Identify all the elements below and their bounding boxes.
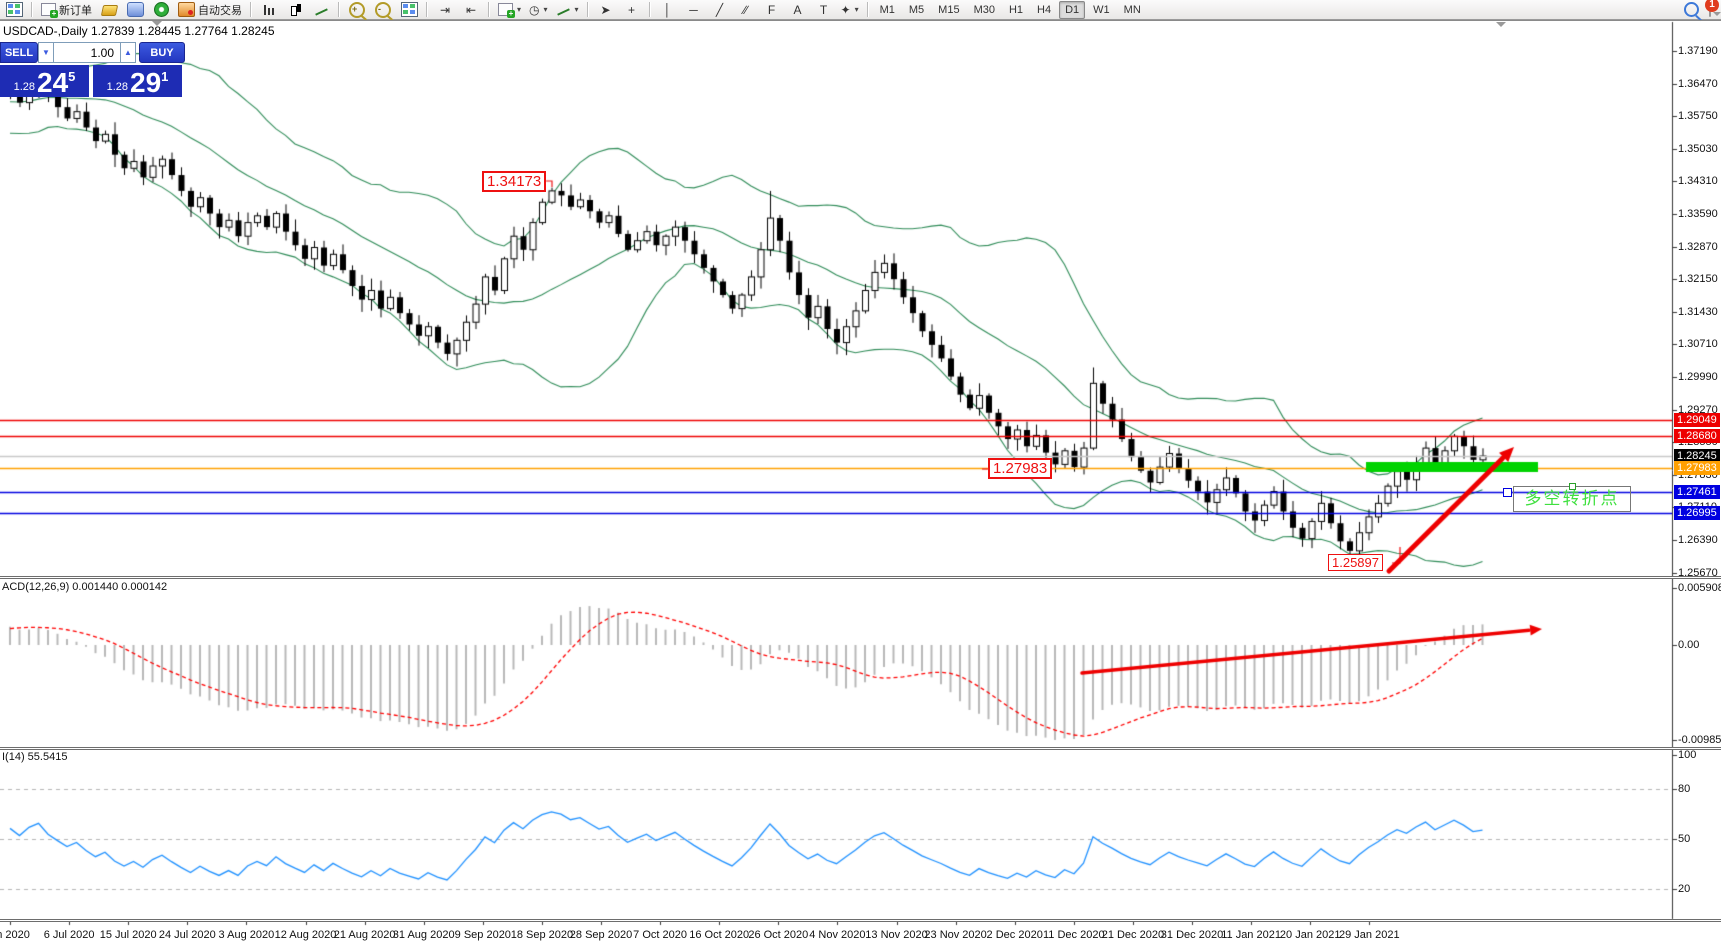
price-axis-label: 1.29990	[1678, 371, 1718, 383]
date-axis-label: 31 Dec 2020	[1160, 929, 1224, 941]
selection-handle[interactable]	[1569, 483, 1576, 490]
ask-prefix: 1.28	[106, 81, 129, 93]
volume-increase-button[interactable]: ▲	[120, 42, 136, 63]
date-axis-label: 11 Jan 2021	[1221, 929, 1281, 941]
date-axis-label: 16 Oct 2020	[689, 929, 750, 941]
date-axis-label: 7 Oct 2020	[633, 929, 688, 941]
date-axis-label: 21 Dec 2020	[1101, 929, 1165, 941]
date-axis-label: 6 Jul 2020	[43, 929, 95, 941]
date-axis-label: 28 Sep 2020	[569, 929, 633, 941]
ask-price-box[interactable]: 1.28 29 1	[93, 65, 182, 97]
price-tag: 1.27461	[1674, 484, 1720, 499]
panel-divider[interactable]	[0, 747, 1721, 750]
ask-pipette: 1	[161, 69, 169, 84]
date-axis-label: 15 Jul 2020	[99, 929, 157, 941]
date-axis-label: 12 Aug 2020	[274, 929, 337, 941]
bid-pipette: 5	[68, 69, 76, 84]
price-axis-label: 1.32870	[1678, 240, 1718, 253]
date-axis-label: 23 Nov 2020	[924, 929, 987, 941]
price-axis-label: 1.34310	[1678, 175, 1718, 188]
price-tag: 1.28680	[1674, 429, 1720, 444]
ask-big-digits: 29	[130, 67, 162, 98]
macd-indicator-label: ACD(12,26,9) 0.001440 0.000142	[2, 581, 168, 593]
volume-input[interactable]	[54, 42, 120, 63]
chart-ohlc-title: USDCAD-,Daily 1.27839 1.28445 1.27764 1.…	[3, 24, 275, 38]
price-axis-label: 1.37190	[1678, 44, 1718, 57]
date-axis-label: 20 Jan 2021	[1279, 929, 1341, 941]
price-axis-label: 1.26390	[1678, 534, 1718, 546]
date-axis-label: 2 Dec 2020	[986, 929, 1043, 941]
rsi-axis-label: 50	[1678, 833, 1691, 845]
price-axis-label: 1.31430	[1678, 305, 1718, 318]
date-axis-label: 9 Sep 2020	[454, 929, 511, 941]
price-axis-label: 1.32150	[1678, 273, 1718, 286]
date-axis-label: 18 Sep 2020	[510, 929, 574, 941]
line-selection-handle[interactable]	[1503, 488, 1512, 497]
annotation-note-text[interactable]: 多空转折点	[1513, 483, 1631, 512]
bid-big-digits: 24	[37, 67, 69, 98]
price-tag: 1.27983	[1674, 460, 1720, 475]
date-axis-label: un 2020	[0, 929, 30, 941]
price-axis-label: 1.35030	[1678, 142, 1718, 155]
date-axis-label: 3 Aug 2020	[218, 929, 275, 941]
rsi-indicator-label: I(14) 55.5415	[2, 751, 68, 763]
price-tag: 1.29049	[1674, 412, 1720, 427]
rsi-axis-label: 100	[1678, 749, 1697, 761]
date-axis-label: 24 Jul 2020	[158, 929, 216, 941]
date-axis-label: 13 Nov 2020	[865, 929, 928, 941]
date-axis-label: 21 Aug 2020	[333, 929, 396, 941]
annotation-low-price[interactable]: 1.25897	[1328, 554, 1383, 571]
sell-button[interactable]: SELL	[0, 42, 38, 63]
date-axis-label: 29 Jan 2021	[1339, 929, 1400, 941]
panel-divider[interactable]	[0, 576, 1721, 579]
rsi-axis-label: 80	[1678, 782, 1691, 795]
annotation-high-price[interactable]: 1.34173	[482, 171, 547, 192]
price-tag: 1.26995	[1674, 505, 1720, 520]
price-axis-label: 1.36470	[1678, 77, 1718, 90]
rsi-axis-label: 20	[1678, 883, 1691, 896]
annotation-mid-price[interactable]: 1.27983	[988, 458, 1053, 479]
volume-decrease-button[interactable]: ▼	[38, 42, 54, 63]
panel-divider[interactable]	[0, 919, 1721, 922]
date-axis-label: 31 Aug 2020	[392, 929, 455, 941]
bid-price-box[interactable]: 1.28 24 5	[0, 65, 89, 97]
buy-button[interactable]: BUY	[139, 42, 185, 63]
date-axis-label: 26 Oct 2020	[748, 929, 809, 941]
macd-axis-label: 0.00	[1678, 639, 1700, 651]
price-axis-label: 1.25670	[1678, 566, 1718, 579]
macd-axis-label: 0.005908	[1678, 582, 1721, 594]
price-tag: 1.28245	[1674, 449, 1720, 463]
price-axis-label: 1.30710	[1678, 338, 1718, 351]
price-axis-label: 1.35750	[1678, 110, 1718, 123]
date-axis-label: 4 Nov 2020	[809, 929, 866, 941]
bid-prefix: 1.28	[13, 81, 36, 93]
date-axis-label: 11 Dec 2020	[1043, 929, 1105, 941]
price-axis-label: 1.33590	[1678, 207, 1718, 220]
one-click-trading-panel: SELL ▼ ▲ BUY 1.28 24 5 1.28 29 1	[0, 42, 188, 97]
